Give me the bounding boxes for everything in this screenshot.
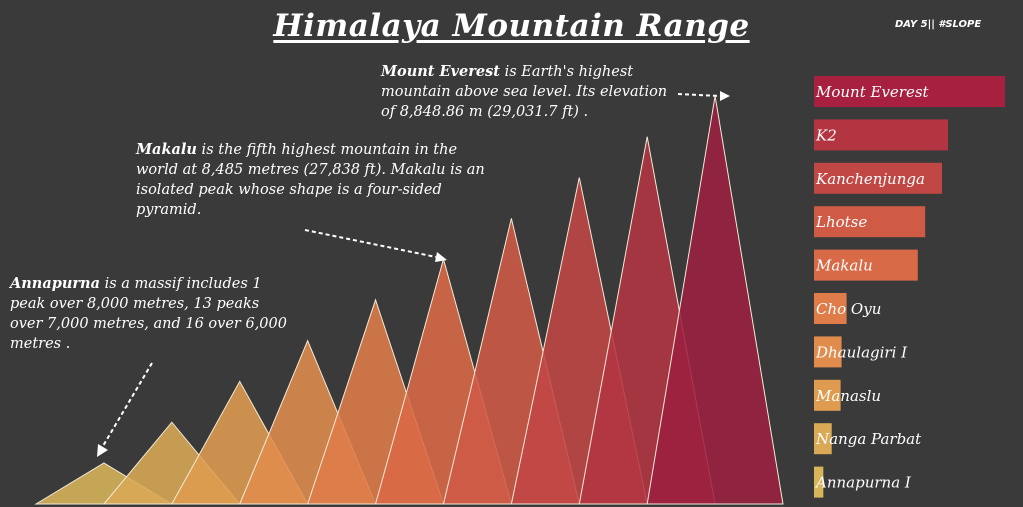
arrow-makalu (304, 229, 437, 258)
annotation-everest-name: Mount Everest (381, 63, 500, 80)
annotation-everest-text: is Earth's highest mountain above sea le… (381, 64, 668, 120)
bar-dhaulagiri-i (814, 336, 842, 368)
bar-nanga-parbat (814, 423, 832, 455)
bar-mount-everest (814, 76, 1005, 107)
annotation-everest: Mount Everest is Earth's highest mountai… (381, 62, 681, 122)
bar-lhotse (814, 206, 926, 238)
bar-cho-oyu (814, 293, 847, 324)
arrow-everest (677, 93, 721, 97)
ranking-bars: Mount Everest K2 Kanchenjunga Lhotse Makalu C… (814, 76, 1005, 498)
annotation-annapurna: Annapurna is a massif includes 1 peak ov… (10, 274, 290, 354)
day-tag: DAY 5|| #SLOPE (895, 19, 982, 30)
annotation-makalu-text: is the fifth highest mountain in the wor… (136, 142, 485, 218)
annotation-annapurna-text: is a massif includes 1 peak over 8,000 m… (10, 276, 287, 352)
bar-label-makalu: Makalu (815, 257, 873, 275)
bar-label-kanchenjunga: Kanchenjunga (815, 170, 925, 188)
arrow-annapurna-head (97, 444, 108, 457)
bar-manaslu (814, 379, 841, 411)
arrow-everest-head (720, 91, 730, 101)
bar-label-k2: K2 (815, 126, 837, 144)
arrow-annapurna (102, 362, 153, 447)
bar-label-dhaulagiri-i: Dhaulagiri I (815, 343, 908, 361)
bar-k2 (814, 119, 948, 151)
bar-label-annapurna-i: Annapurna I (814, 474, 912, 492)
annotation-arrows (97, 91, 730, 457)
bar-annapurna-i (814, 466, 824, 498)
annotation-annapurna-name: Annapurna (10, 275, 100, 292)
annotation-makalu-name: Makalu (136, 141, 197, 158)
bar-label-lhotse: Lhotse (815, 213, 867, 231)
annotation-makalu: Makalu is the fifth highest mountain in … (136, 140, 486, 220)
bar-label-mount-everest: Mount Everest (815, 83, 930, 101)
bar-label-cho-oyu: Cho Oyu (816, 300, 881, 318)
arrow-makalu-head (435, 252, 447, 262)
bar-label-nanga-parbat: Nanga Parbat (815, 430, 922, 448)
mountain-peaks (34, 95, 784, 505)
bar-makalu (814, 249, 918, 281)
bar-label-manaslu: Manaslu (815, 387, 881, 405)
chart-title: Himalaya Mountain Range (273, 8, 750, 44)
bar-kanchenjunga (814, 162, 942, 194)
